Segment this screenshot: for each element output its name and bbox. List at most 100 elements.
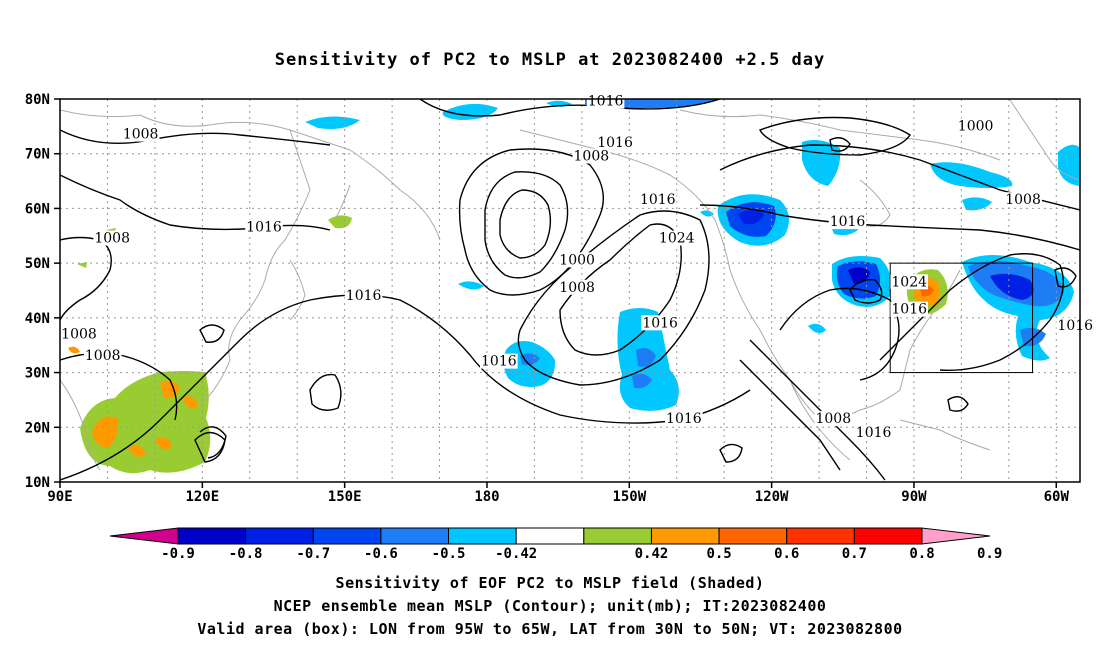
contour-label: 1016 [642, 315, 678, 331]
contour-label-bg [638, 192, 677, 208]
coast-us-east [859, 269, 961, 411]
coastlines [60, 99, 1080, 471]
shade-cyan-box-2 [808, 323, 826, 334]
contour-label-bg [245, 219, 283, 235]
plot-frame [59, 98, 1081, 483]
shade-cyan-canada-2 [802, 140, 841, 186]
shade-orange-seasia-4 [155, 437, 172, 450]
contour-label-bg [890, 301, 929, 317]
contour-label-bg [814, 411, 853, 427]
contour-1000-low1 [499, 189, 552, 259]
contour-label: 1008 [574, 148, 610, 164]
contour-1016-canada [699, 204, 1080, 251]
contour-label: 1008 [123, 127, 159, 143]
contour-1008-asia-w [60, 236, 112, 321]
contour-label-bg [641, 315, 679, 331]
shade-cyan-pac-1 [458, 281, 484, 290]
contour-label-bg [596, 134, 634, 150]
contour-label: 1024 [659, 231, 695, 247]
coast-asia-east [204, 129, 311, 401]
contour-label-bg [828, 214, 867, 230]
contour-1008-low1 [484, 171, 569, 279]
contour-label: 1016 [666, 411, 702, 427]
coast-greenland [1009, 99, 1080, 181]
shade-orange-seasia-1 [92, 416, 119, 448]
shade-cyan-canada-3 [930, 162, 1013, 188]
contour-1016-high [517, 210, 710, 386]
coast-kamchatka [334, 184, 351, 221]
contour-label-bg [1056, 318, 1095, 334]
contour-label: 1008 [61, 326, 97, 342]
contour-label-bg [558, 279, 596, 295]
contour-label: 1016 [346, 288, 382, 304]
contour-label-bg [344, 287, 383, 303]
colorbar-tick-label: -0.7 [296, 546, 330, 562]
shade-cyan-arctic-3 [305, 116, 360, 129]
contour-label-bg [558, 252, 596, 268]
lat-label: 30N [25, 366, 50, 382]
colorbar-swatch [177, 527, 247, 545]
colorbar-swatch [583, 527, 652, 545]
coast-caribbean [899, 419, 991, 451]
lat-label: 60N [25, 201, 50, 217]
colorbar-arrow-left [109, 527, 179, 545]
contour-label: 1016 [597, 135, 633, 151]
contour-1016-ring-2 [947, 396, 969, 412]
contour-label-bg [93, 230, 131, 246]
lat-label: 50N [25, 256, 50, 272]
colorbar-swatch [650, 527, 720, 545]
colorbar-tick-label: -0.5 [432, 546, 466, 562]
lon-label: 60W [1044, 489, 1070, 505]
contour-label-bg [572, 148, 611, 164]
shade-green-seasia [80, 371, 211, 474]
contour-1024-high [559, 223, 682, 356]
contour-label: 1008 [85, 348, 121, 364]
lat-label: 40N [25, 311, 50, 327]
colorbar-swatch [312, 527, 382, 545]
contour-1008-mexico [739, 359, 841, 471]
contour-1016-atl [879, 253, 1064, 371]
colorbar-tick-label: -0.42 [495, 546, 537, 562]
contour-1016-npac [60, 294, 751, 481]
contour-label: 1008 [815, 411, 851, 427]
contour-label: 1016 [481, 354, 517, 370]
colorbar-swatch [380, 527, 450, 545]
shade-blue-pac-4 [632, 373, 652, 389]
colorbar-swatch [786, 527, 855, 545]
lon-label: 90W [901, 489, 927, 505]
contour-label: 1008 [1005, 192, 1041, 208]
coast-japan [289, 259, 306, 321]
lon-label: 120W [755, 489, 789, 505]
colorbar-tick-label: -0.8 [229, 546, 263, 562]
contour-label-bg [657, 230, 696, 246]
shade-cyan-canada-5 [1058, 144, 1080, 186]
sensitivity-shading [68, 99, 1080, 474]
contour-1024-box [849, 279, 883, 304]
shade-orange-seasia-3 [182, 396, 198, 409]
shade-orange-small [68, 346, 80, 354]
contour-label: 1016 [856, 425, 892, 441]
shade-blue-pac-3 [636, 348, 656, 367]
contour-1016-pac-small [199, 324, 225, 343]
valid-area-box [889, 262, 1034, 374]
contour-1016-ring [719, 443, 743, 463]
coast-asia-north [60, 109, 441, 241]
contour-label-bg [854, 424, 893, 440]
colorbar-tick-label: 0.6 [774, 546, 799, 562]
contour-label-bg [890, 274, 929, 290]
lat-label: 20N [25, 420, 50, 436]
lon-label: 120E [185, 489, 219, 505]
contour-label: 1000 [958, 118, 994, 134]
coast-india [60, 379, 101, 471]
contour-label: 1016 [891, 302, 927, 318]
caption-shaded: Sensitivity of EOF PC2 to MSLP field (Sh… [335, 574, 765, 592]
colorbar-swatch [245, 527, 314, 545]
shade-darkblue-canada-1 [738, 210, 764, 225]
contour-label-bg [586, 93, 625, 109]
contour-label-bg [665, 411, 703, 427]
shade-darkblue-atl [990, 273, 1034, 300]
lat-label: 10N [25, 475, 50, 491]
colorbar-tick-label: 0.9 [977, 546, 1002, 562]
colorbar-swatch [448, 527, 517, 545]
